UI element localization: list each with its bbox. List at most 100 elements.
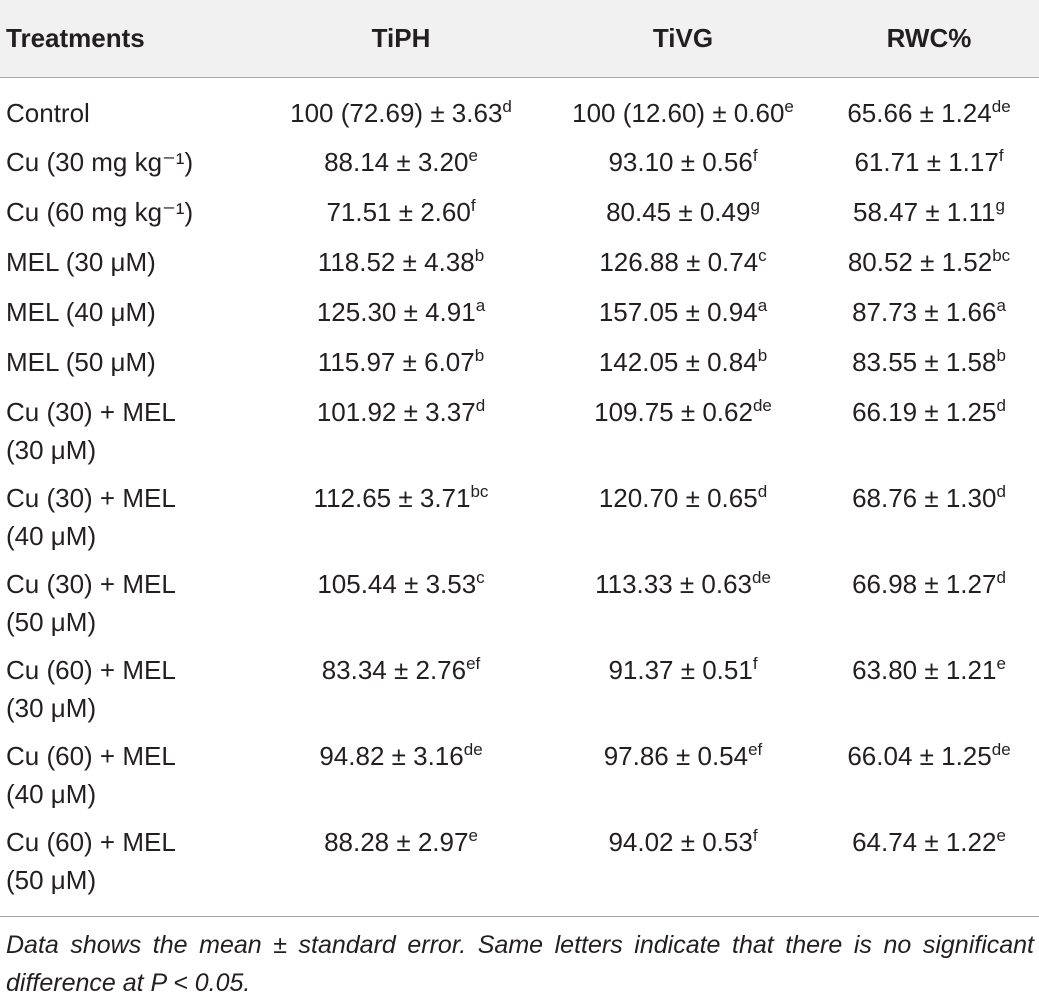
treatment-label: Cu (60) + MEL	[6, 827, 176, 857]
rwc-value: 87.73 ± 1.66	[852, 297, 997, 327]
table-row: Cu (60 mg kg⁻¹) 71.51 ± 2.60f 80.45 ± 0.49…	[0, 193, 1039, 243]
treatment-label: Cu (30) + MEL	[6, 397, 176, 427]
treatment-label: Cu (60) + MEL	[6, 655, 176, 685]
tiph-cell: 118.52 ± 4.38b	[255, 243, 547, 293]
significance-letter: bc	[470, 482, 489, 501]
tiph-cell: 94.82 ± 3.16de	[255, 737, 547, 823]
significance-letter: g	[995, 196, 1005, 215]
rwc-cell: 66.19 ± 1.25d	[819, 393, 1039, 479]
tiph-value: 88.14 ± 3.20	[324, 147, 469, 177]
significance-letter: e	[996, 826, 1006, 845]
tivg-value: 157.05 ± 0.94	[598, 297, 758, 327]
table-row: Control 100 (72.69) ± 3.63d 100 (12.60) ± …	[0, 77, 1039, 143]
significance-letter: b	[757, 346, 768, 365]
significance-letter: f	[752, 826, 758, 845]
rwc-cell: 58.47 ± 1.11g	[819, 193, 1039, 243]
tiph-value: 94.82 ± 3.16	[319, 741, 464, 771]
rwc-value: 58.47 ± 1.11	[853, 197, 996, 227]
treatment-label: Cu (30 mg kg⁻¹)	[6, 147, 194, 177]
tivg-cell: 120.70 ± 0.65d	[547, 479, 819, 565]
significance-letter: e	[468, 826, 478, 845]
tiph-cell: 115.97 ± 6.07b	[255, 343, 547, 393]
data-table-container: Treatments TiPH TiVG RWC% Control 100 (72…	[0, 0, 1039, 909]
significance-letter: d	[502, 96, 512, 116]
tivg-cell: 126.88 ± 0.74c	[547, 243, 819, 293]
significance-letter: f	[998, 146, 1004, 165]
tiph-value: 100 (72.69) ± 3.63	[290, 97, 503, 128]
significance-letter: de	[463, 740, 483, 759]
table-row: Cu (30 mg kg⁻¹) 88.14 ± 3.20e 93.10 ± 0.56…	[0, 143, 1039, 193]
rwc-cell: 64.74 ± 1.22e	[819, 823, 1039, 909]
rwc-value: 68.76 ± 1.30	[852, 483, 997, 513]
table-header: Treatments TiPH TiVG RWC%	[0, 0, 1039, 78]
significance-letter: b	[474, 346, 485, 365]
rwc-value: 63.80 ± 1.21	[852, 655, 997, 685]
header-treatments: Treatments	[0, 0, 255, 78]
significance-letter: c	[758, 246, 767, 265]
tiph-value: 105.44 ± 3.53	[317, 569, 477, 599]
tivg-cell: 93.10 ± 0.56f	[547, 143, 819, 193]
rwc-cell: 83.55 ± 1.58b	[819, 343, 1039, 393]
significance-letter: b	[996, 346, 1006, 365]
tiph-cell: 125.30 ± 4.91a	[255, 293, 547, 343]
treatment-label: (50 μM)	[6, 607, 97, 637]
tiph-cell: 105.44 ± 3.53c	[255, 565, 547, 651]
rwc-value: 66.19 ± 1.25	[852, 397, 997, 427]
tivg-value: 91.37 ± 0.51	[608, 655, 753, 685]
table-row: MEL (40 μM) 125.30 ± 4.91a 157.05 ± 0.94a 8…	[0, 293, 1039, 343]
significance-letter: d	[757, 482, 768, 501]
rwc-cell: 61.71 ± 1.17f	[819, 143, 1039, 193]
tivg-cell: 97.86 ± 0.54ef	[547, 737, 819, 823]
treatment-label: MEL (30 μM)	[6, 247, 156, 277]
treatment-cell: Cu (60) + MEL (40 μM)	[0, 737, 255, 823]
significance-letter: ef	[748, 740, 763, 759]
significance-letter: de	[991, 96, 1011, 116]
header-row: Treatments TiPH TiVG RWC%	[0, 0, 1039, 78]
tiph-cell: 88.28 ± 2.97e	[255, 823, 547, 909]
tivg-value: 113.33 ± 0.63	[595, 569, 752, 599]
treatment-cell: Cu (30) + MEL (50 μM)	[0, 565, 255, 651]
significance-letter: d	[996, 568, 1006, 587]
tivg-cell: 142.05 ± 0.84b	[547, 343, 819, 393]
tiph-cell: 101.92 ± 3.37d	[255, 393, 547, 479]
tivg-cell: 100 (12.60) ± 0.60e	[547, 77, 819, 143]
significance-letter: f	[470, 196, 476, 215]
table-row: Cu (60) + MEL (40 μM) 94.82 ± 3.16de 97.86 …	[0, 737, 1039, 823]
tiph-value: 125.30 ± 4.91	[316, 297, 476, 327]
rwc-cell: 66.04 ± 1.25de	[819, 737, 1039, 823]
tiph-cell: 83.34 ± 2.76ef	[255, 651, 547, 737]
rwc-cell: 68.76 ± 1.30d	[819, 479, 1039, 565]
treatment-label: (40 μM)	[6, 521, 97, 551]
treatment-label: (30 μM)	[6, 693, 97, 723]
table-row: MEL (30 μM) 118.52 ± 4.38b 126.88 ± 0.74c 8…	[0, 243, 1039, 293]
tiph-value: 71.51 ± 2.60	[326, 197, 471, 227]
significance-letter: c	[476, 568, 485, 587]
tivg-cell: 91.37 ± 0.51f	[547, 651, 819, 737]
tivg-cell: 157.05 ± 0.94a	[547, 293, 819, 343]
significance-letter: e	[784, 96, 794, 116]
table-row: Cu (30) + MEL (50 μM) 105.44 ± 3.53c 113.33…	[0, 565, 1039, 651]
rwc-value: 64.74 ± 1.22	[852, 827, 997, 857]
treatment-label: (30 μM)	[6, 435, 97, 465]
significance-letter: bc	[992, 246, 1011, 265]
rwc-cell: 80.52 ± 1.52bc	[819, 243, 1039, 293]
treatment-cell: MEL (30 μM)	[0, 243, 255, 293]
significance-letter: d	[996, 396, 1006, 415]
table-row: MEL (50 μM) 115.97 ± 6.07b 142.05 ± 0.84b 8…	[0, 343, 1039, 393]
treatment-label: (50 μM)	[6, 865, 97, 895]
treatment-cell: Cu (30) + MEL (40 μM)	[0, 479, 255, 565]
table-row: Cu (30) + MEL (30 μM) 101.92 ± 3.37d 109.75…	[0, 393, 1039, 479]
treatment-cell: MEL (50 μM)	[0, 343, 255, 393]
header-rwc: RWC%	[819, 0, 1039, 78]
treatment-cell: Cu (30) + MEL (30 μM)	[0, 393, 255, 479]
significance-letter: e	[996, 654, 1006, 673]
tivg-cell: 113.33 ± 0.63de	[547, 565, 819, 651]
significance-letter: ef	[466, 654, 481, 673]
significance-letter: d	[996, 482, 1006, 501]
treatment-cell: Cu (60 mg kg⁻¹)	[0, 193, 255, 243]
treatment-label: MEL (40 μM)	[6, 297, 156, 327]
significance-letter: e	[468, 146, 478, 165]
treatment-label: Cu (60 mg kg⁻¹)	[6, 197, 194, 227]
significance-letter: f	[752, 146, 758, 165]
significance-letter: a	[996, 296, 1006, 315]
